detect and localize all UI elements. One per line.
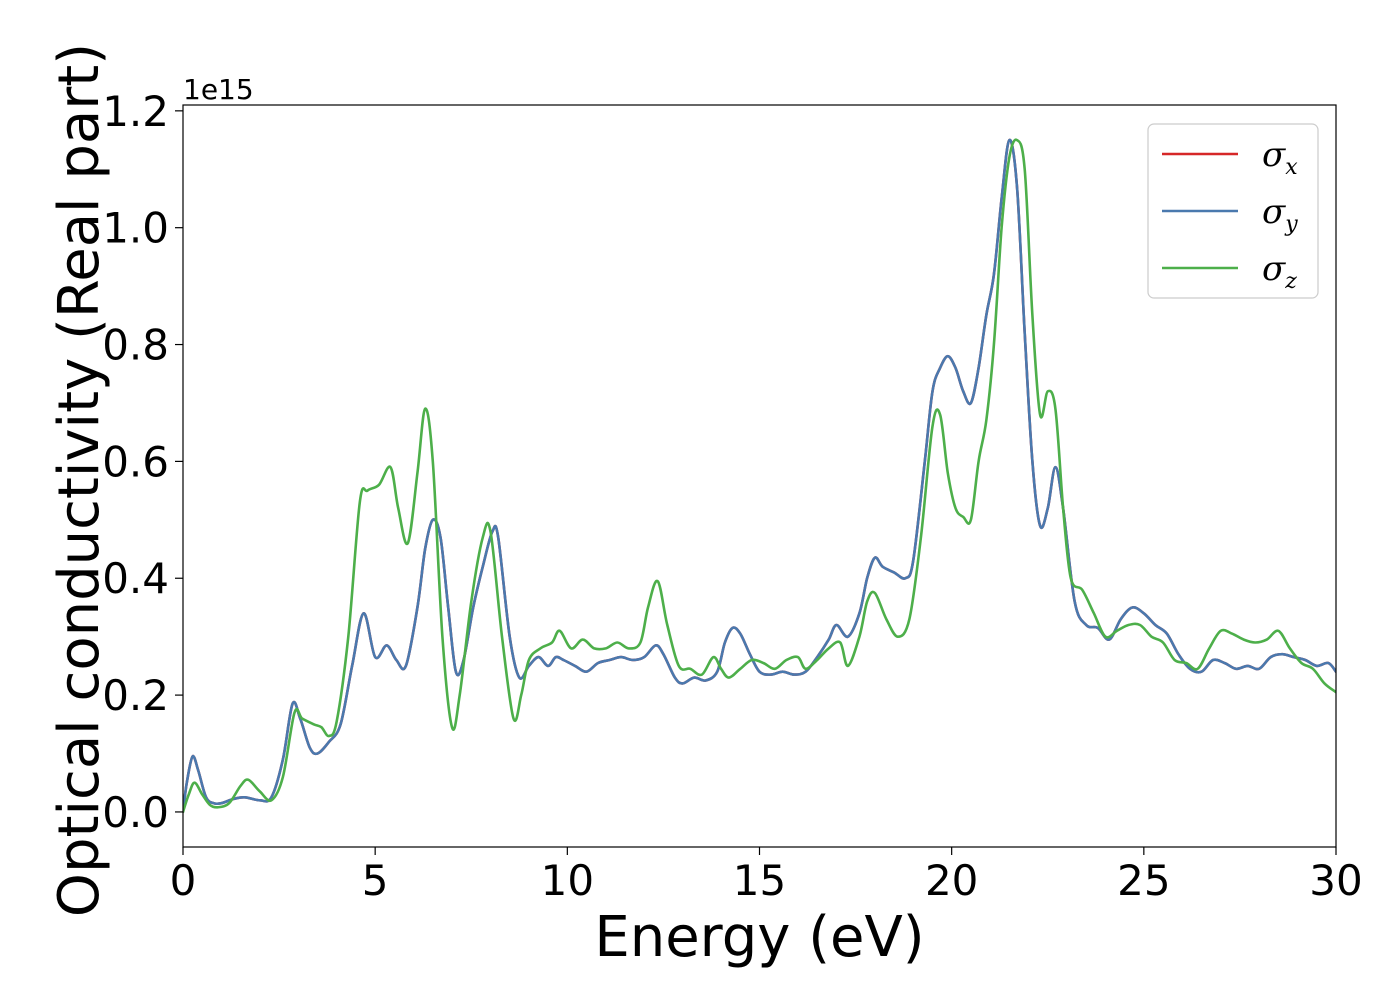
legend-label-z: σz — [1262, 249, 1297, 294]
y-tick-label: 0.8 — [102, 321, 169, 370]
x-tick-label: 10 — [541, 856, 594, 905]
y-tick-label: 0.0 — [102, 788, 169, 837]
legend-label-y: σy — [1262, 192, 1298, 237]
x-axis: 0 5 10 15 20 25 30 — [170, 847, 1363, 905]
y-tick-label: 0.6 — [102, 437, 169, 486]
legend: σx σy σz — [1147, 123, 1319, 299]
y-tick-label: 1.2 — [102, 87, 169, 136]
y-axis: 0.0 0.2 0.4 0.6 0.8 1.0 1.2 — [102, 87, 183, 837]
x-tick-label: 15 — [733, 856, 786, 905]
y-axis-offset-label: 1e15 — [183, 73, 254, 106]
x-tick-label: 0 — [170, 856, 197, 905]
y-tick-label: 0.4 — [102, 554, 169, 603]
y-axis-title: Optical conductivity (Real part) — [47, 43, 112, 917]
series-line-z — [183, 138, 1336, 814]
y-tick-label: 0.2 — [102, 671, 169, 720]
y-tick-label: 1.0 — [102, 204, 169, 253]
x-tick-label: 20 — [925, 856, 978, 905]
x-tick-label: 25 — [1117, 856, 1170, 905]
series-line-y — [183, 138, 1336, 814]
x-tick-label: 30 — [1309, 856, 1362, 905]
x-axis-title: Energy (eV) — [594, 905, 924, 970]
plot-lines — [183, 138, 1336, 814]
legend-label-x: σx — [1262, 135, 1298, 180]
x-tick-label: 5 — [362, 856, 389, 905]
